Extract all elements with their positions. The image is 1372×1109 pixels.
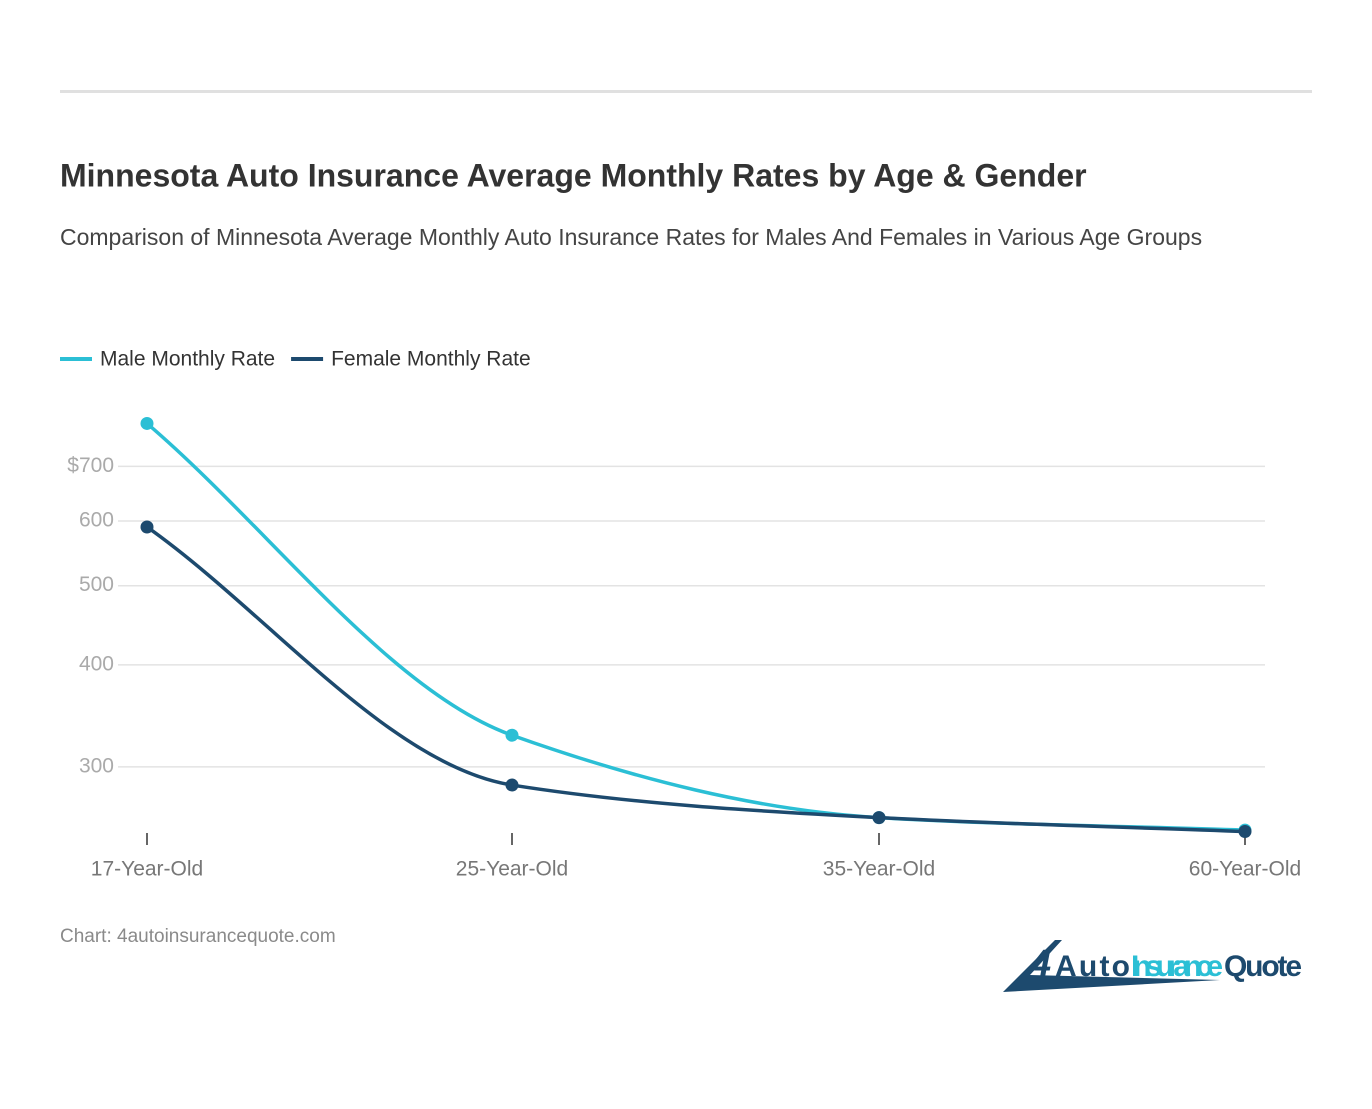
logo-text: Quote [1224, 950, 1302, 983]
logo-text: Insurance [1131, 950, 1223, 983]
y-tick-label: 500 [79, 573, 114, 596]
point [872, 811, 886, 825]
y-tick-label: $700 [67, 454, 114, 477]
source: Chart: 4autoinsurancequote.com [60, 926, 336, 947]
point [1238, 825, 1252, 839]
line [145, 422, 1246, 832]
y-tick-label: 300 [79, 754, 114, 777]
x-tick-label: 60-Year-Old [1189, 858, 1301, 881]
legend-label: Male Monthly Rate [100, 348, 275, 371]
point [140, 520, 154, 534]
chart-subtitle: Comparison of Minnesota Average Monthly … [60, 224, 1203, 250]
y-tick-label: 600 [79, 509, 114, 532]
top-rule [60, 90, 1312, 93]
chart-title: Minnesota Auto Insurance Average Monthly… [60, 157, 1087, 193]
x-tick-label: 17-Year-Old [91, 858, 203, 881]
subtitle-box: Comparison of Minnesota Average Monthly … [60, 224, 1203, 250]
logo-swoosh [1003, 940, 1220, 992]
logo-number: 4 [1029, 943, 1051, 985]
point [140, 416, 154, 430]
point [505, 728, 519, 742]
point [505, 778, 519, 792]
legend-label: Female Monthly Rate [331, 348, 531, 371]
line [145, 525, 1246, 834]
x-tick-label: 35-Year-Old [823, 858, 935, 881]
x-tick-label: 25-Year-Old [456, 858, 568, 881]
y-tick-label: 400 [79, 652, 114, 675]
logo: 4 Auto Insurance Quote [1003, 940, 1302, 992]
logo-text: Auto [1055, 950, 1130, 983]
